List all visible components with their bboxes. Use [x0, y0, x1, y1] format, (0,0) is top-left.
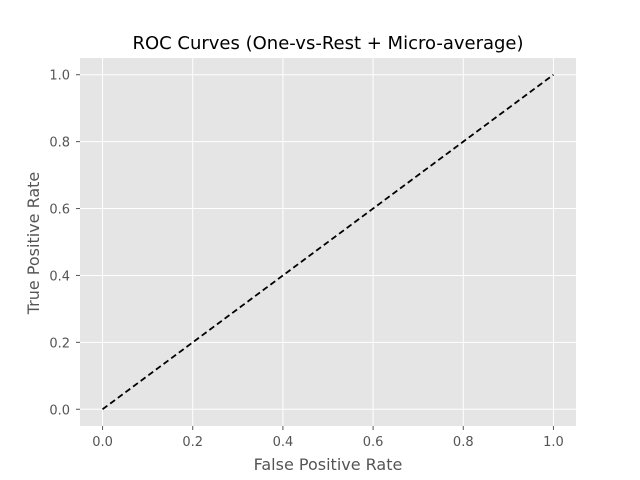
- x-tick-label: 1.0: [543, 435, 564, 450]
- chance-diagonal-line: [102, 74, 554, 410]
- x-axis-label: False Positive Rate: [254, 455, 403, 474]
- x-tick-label: 0.0: [92, 435, 113, 450]
- x-tick-label: 0.8: [453, 435, 474, 450]
- x-tick-label: 0.4: [273, 435, 294, 450]
- y-tick-label: 1.0: [49, 69, 70, 84]
- y-tick-label: 0.2: [49, 336, 70, 351]
- y-tick-label: 0.8: [49, 136, 70, 151]
- grid: [80, 58, 576, 426]
- y-tick-label: 0.6: [49, 203, 70, 218]
- y-tick-label: 0.0: [49, 403, 70, 418]
- chart-title: ROC Curves (One-vs-Rest + Micro-average): [132, 33, 523, 54]
- ticks: 0.0 0.2 0.4 0.6 0.8 1.0 0.0 0.2 0.4 0.6 0.8 1.0: [49, 69, 563, 450]
- series-layer: [102, 74, 554, 410]
- y-axis-label: True Positive Rate: [24, 172, 43, 316]
- y-tick-label: 0.4: [49, 269, 70, 284]
- x-tick-label: 0.6: [363, 435, 384, 450]
- x-tick-label: 0.2: [182, 435, 203, 450]
